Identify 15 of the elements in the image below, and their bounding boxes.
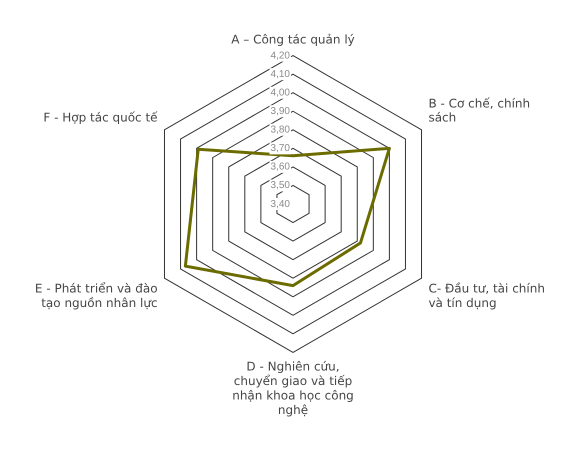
spoke-label: F - Hợp tác quốc tế [43, 110, 158, 125]
y-tick-label: 4,10 [270, 68, 290, 80]
y-tick-label: 4,00 [270, 87, 290, 98]
y-tick-label: 3,50 [270, 180, 290, 192]
spoke-label: B - Cơ chế, chính sách [428, 96, 530, 125]
spoke-label: E - Phát triển và đào tạo nguồn nhân lực [34, 282, 158, 310]
y-tick-label: 3,80 [270, 124, 290, 136]
y-tick-label: 3,90 [270, 106, 290, 117]
y-tick-label: 3,40 [270, 198, 290, 210]
y-tick-label: 3,70 [270, 143, 290, 154]
spoke-label: C- Đầu tư, tài chính và tín dụng [428, 282, 545, 310]
y-tick-label: 3,60 [270, 162, 290, 173]
y-tick-label: 4,20 [270, 50, 290, 62]
spoke-label: A – Công tác quản lý [231, 32, 355, 47]
spoke-label: D - Nghiên cứu, chuyển giao và tiếp nhận khoa học công nghệ [232, 360, 354, 417]
